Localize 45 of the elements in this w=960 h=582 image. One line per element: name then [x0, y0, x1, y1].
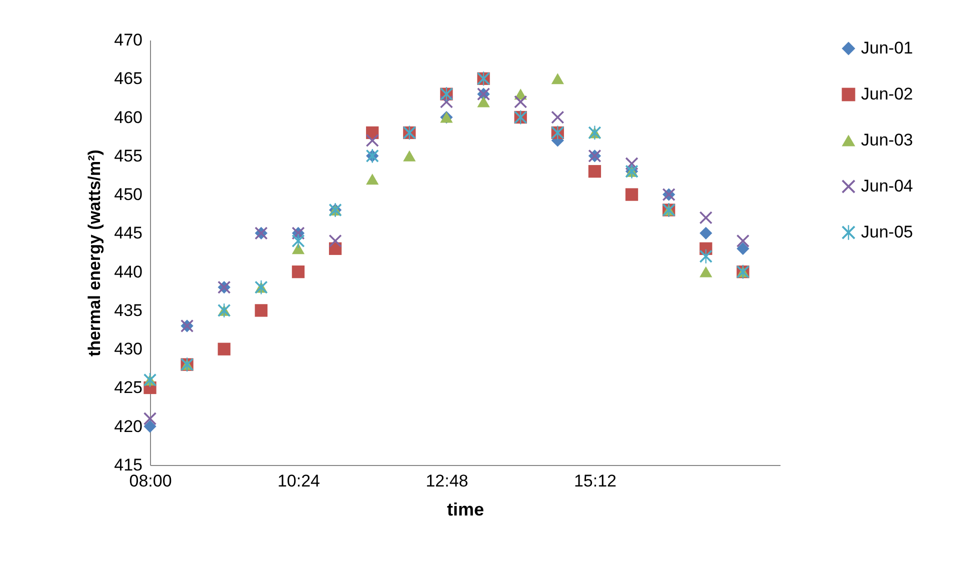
legend-label: Jun-04 [861, 176, 913, 196]
point [144, 420, 156, 433]
y-tick-label: 415 [114, 456, 142, 474]
x-tick-label: 10:24 [277, 472, 320, 490]
point [292, 265, 305, 278]
point [218, 342, 230, 356]
point [700, 266, 712, 278]
y-tick-label: 465 [114, 69, 142, 88]
point [403, 150, 416, 162]
point [625, 188, 638, 201]
point [551, 73, 564, 84]
y-tick-label: 455 [114, 146, 142, 166]
x-axis-title: time [446, 500, 484, 520]
y-axis-title: thermal energy (watts/m²) [85, 150, 104, 356]
point [254, 304, 268, 317]
y-tick-label: 460 [114, 108, 142, 127]
point [477, 96, 490, 108]
point [736, 242, 750, 255]
y-tick-label: 425 [114, 378, 142, 398]
point [366, 174, 379, 185]
point [328, 234, 342, 248]
point [736, 234, 750, 248]
x-tick-label: 12:48 [426, 472, 468, 490]
y-tick-label: 420 [114, 416, 142, 436]
y-tick-label: 440 [114, 262, 142, 282]
y-tick-label: 470 [114, 30, 142, 50]
point [366, 134, 379, 147]
legend-label: Jun-05 [861, 222, 913, 242]
point [551, 110, 564, 124]
legend-label: Jun-03 [861, 130, 913, 150]
point [700, 211, 712, 224]
y-tick-label: 430 [114, 340, 142, 359]
point [514, 95, 527, 108]
point [144, 412, 156, 425]
legend-label: Jun-01 [861, 38, 913, 58]
point [700, 226, 712, 240]
point [292, 234, 305, 248]
y-tick-label: 435 [114, 300, 142, 320]
y-tick-label: 445 [114, 224, 142, 243]
x-tick-label: 15:12 [574, 472, 616, 490]
y-tick-label: 450 [114, 185, 142, 204]
x-tick-label: 08:00 [129, 472, 172, 490]
point [700, 249, 712, 264]
point [588, 165, 602, 178]
legend-label: Jun-02 [861, 84, 913, 104]
